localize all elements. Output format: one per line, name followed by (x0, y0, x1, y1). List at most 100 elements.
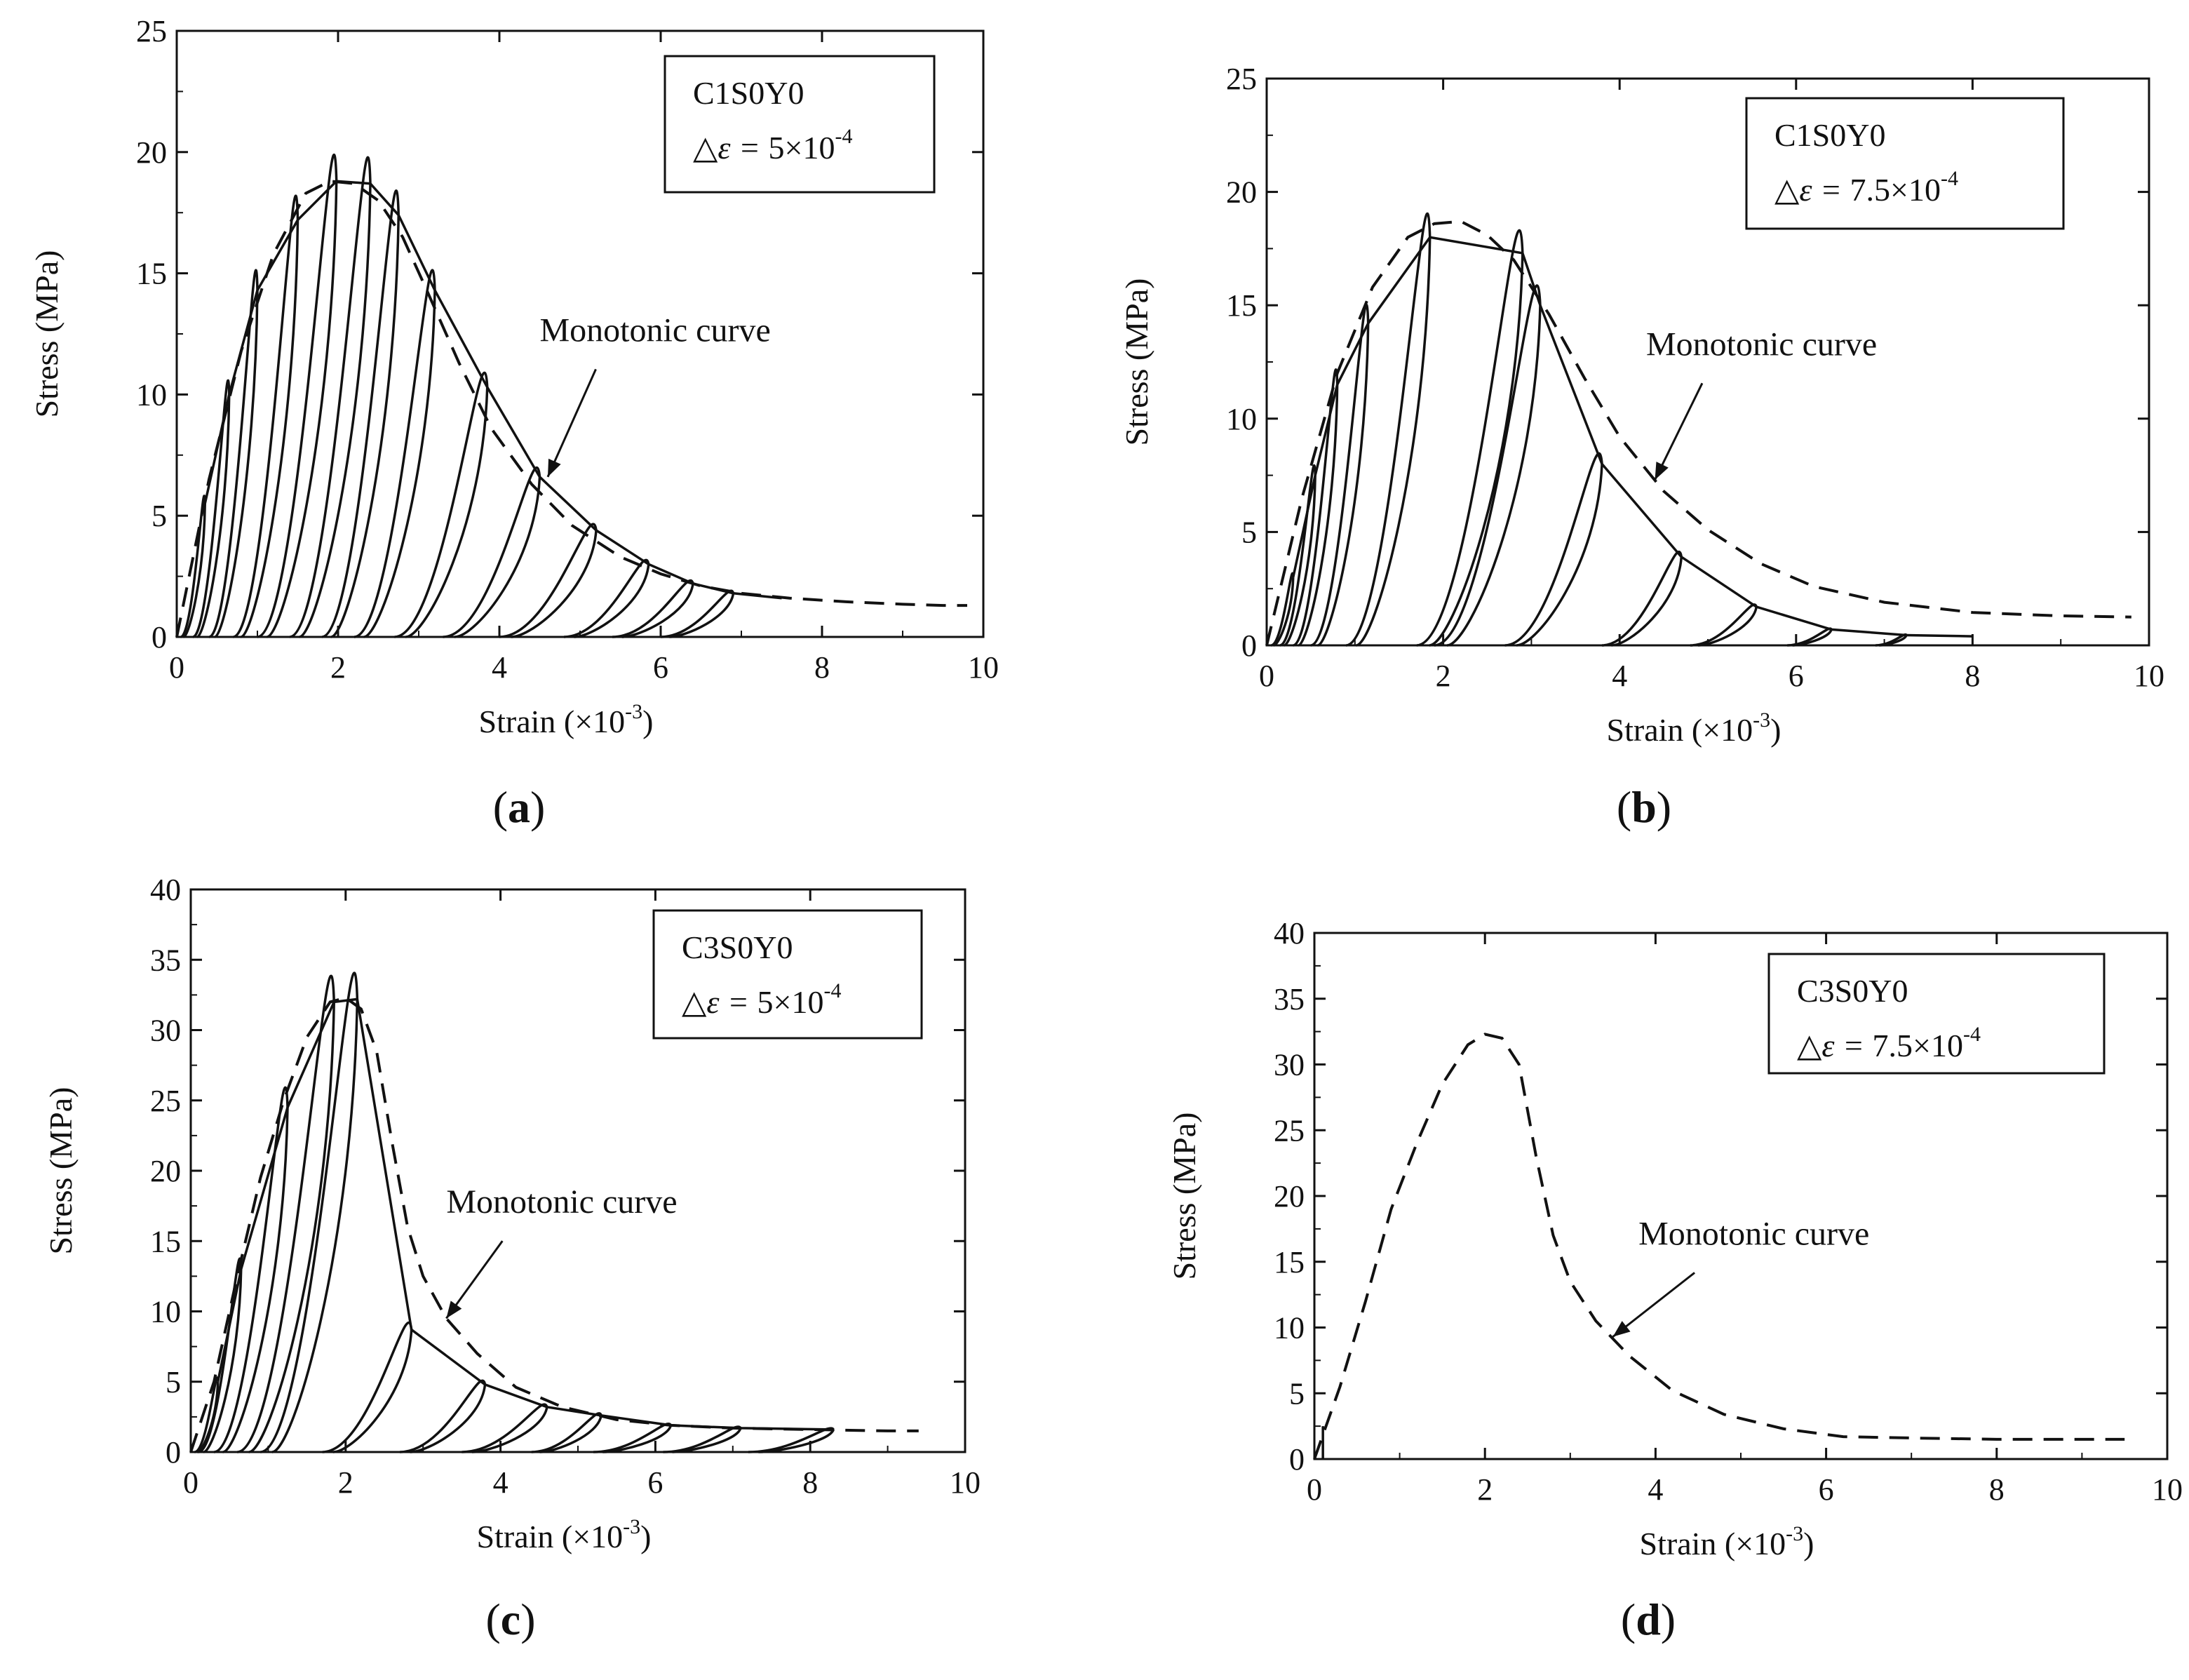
cycle-reload-branch (257, 153, 338, 638)
y-tick-label: 25 (136, 14, 167, 48)
cycle-reload-branch (1504, 452, 1603, 647)
panel-b: 0 2 4 6 8 10 0 5 10 15 20 25 Strain (×10-3) Stress (M… (1119, 62, 2164, 832)
y-tick-label: 35 (1274, 982, 1305, 1016)
monotonic-curve (1265, 220, 2131, 646)
x-tick-label: 2 (338, 1465, 353, 1500)
legend-strain-increment: △ε = 7.5×10-4 (1774, 167, 1958, 208)
y-tick-label: 0 (151, 620, 167, 654)
cycle-reload-branch (353, 269, 436, 638)
y-tick-label: 40 (150, 873, 181, 907)
x-tick-label: 0 (169, 650, 184, 685)
y-tick-label: 15 (1274, 1245, 1305, 1279)
cycle-reload-branch (1270, 572, 1295, 647)
cycle-reload-branch (612, 579, 694, 638)
y-tick-label: 30 (150, 1014, 181, 1048)
annotation-arrow-line (1654, 382, 1704, 481)
y-tick-label: 5 (166, 1365, 181, 1399)
cycle-unload-branch (1284, 475, 1316, 647)
legend-box (1767, 953, 2106, 1075)
x-tick-label: 0 (1307, 1472, 1322, 1507)
cycle-unload-branch (669, 593, 735, 638)
cycle-unload-branch (182, 503, 206, 638)
cycle-unload-branch (1698, 606, 1758, 647)
cycle-unload-branch (1879, 634, 1908, 647)
y-tick-label: 25 (1226, 62, 1257, 96)
cycle-unload-branch (405, 387, 489, 638)
annotation-monotonic-label: Monotonic curve (540, 311, 771, 349)
x-tick-label: 10 (2152, 1472, 2183, 1507)
cycle-unload-branch (672, 1427, 742, 1453)
cycle-unload-branch (758, 1429, 835, 1453)
cycle-reload-branch (232, 194, 299, 638)
cycle-reload-branch (1345, 212, 1432, 647)
x-tick-label: 10 (968, 650, 999, 685)
legend-strain-increment: △ε = 5×10-4 (682, 979, 842, 1020)
legend-box (1745, 97, 2065, 230)
cycle-reload-branch (260, 972, 359, 1453)
y-tick-label: 5 (1241, 515, 1257, 549)
y-axis-label: Stress (MPa) (1166, 1113, 1202, 1280)
cycle-unload-branch (1356, 237, 1432, 647)
monotonic-curve (189, 996, 919, 1453)
cycle-reload-branch (400, 1379, 487, 1453)
y-tick-label: 20 (1274, 1179, 1305, 1214)
annotation-arrow-line (1612, 1272, 1696, 1338)
cycle-reload-branch (208, 269, 259, 638)
cycle-reload-branch (1292, 368, 1339, 647)
cycle-reload-branch (180, 495, 206, 638)
monotonic-curve (175, 180, 967, 638)
curve-tail (733, 592, 782, 600)
x-tick-label: 8 (1989, 1472, 2005, 1507)
legend-strain-increment: △ε = 5×10-4 (693, 125, 853, 166)
cycle-reload-branch (322, 1321, 413, 1453)
y-tick-label: 10 (1226, 402, 1257, 436)
cyclic-envelope (216, 997, 834, 1431)
cycle-reload-branch (1434, 284, 1542, 647)
annotation-arrow-head (446, 1301, 462, 1319)
x-axis-label: Strain (×10-3) (1607, 708, 1781, 748)
annotation-monotonic-label: Monotonic curve (1638, 1215, 1869, 1252)
y-tick-label: 0 (166, 1435, 181, 1470)
y-tick-label: 15 (136, 257, 167, 291)
panel-a: 0 2 4 6 8 10 0 5 10 15 20 25 Strain (×10-3) Stress (M… (29, 14, 999, 832)
cycle-reload-branch (531, 1412, 602, 1453)
panel-caption: (c) (485, 1594, 535, 1644)
x-tick-label: 6 (653, 650, 668, 685)
x-tick-label: 10 (2134, 659, 2164, 693)
cycle-unload-branch (574, 564, 650, 638)
cycle-reload-branch (1690, 603, 1758, 647)
cycle-unload-branch (1516, 464, 1603, 647)
x-axis-label: Strain (×10-3) (1640, 1522, 1814, 1561)
x-tick-label: 8 (814, 650, 830, 685)
panel-caption: (b) (1617, 782, 1671, 832)
y-tick-label: 0 (1289, 1442, 1305, 1477)
cycle-reload-branch (1601, 550, 1683, 647)
cycle-reload-branch (198, 1257, 243, 1453)
y-tick-label: 10 (1274, 1311, 1305, 1345)
x-tick-label: 4 (1612, 659, 1627, 693)
cycle-reload-branch (443, 466, 541, 638)
x-tick-label: 4 (493, 1465, 508, 1500)
cycle-reload-branch (563, 558, 650, 638)
cycle-reload-branch (394, 371, 489, 638)
x-axis-label: Strain (×10-3) (479, 700, 654, 739)
x-tick-label: 0 (183, 1465, 198, 1500)
x-tick-label: 6 (1819, 1472, 1834, 1507)
cycle-reload-branch (1416, 229, 1524, 647)
y-tick-label: 25 (1274, 1113, 1305, 1148)
x-tick-label: 4 (492, 650, 507, 685)
cycle-unload-branch (248, 1002, 335, 1453)
y-tick-label: 15 (150, 1224, 181, 1258)
cycle-unload-branch (1792, 629, 1833, 647)
cycle-unload-branch (1429, 253, 1524, 647)
y-tick-label: 5 (151, 499, 167, 533)
legend-specimen: C1S0Y0 (1774, 117, 1885, 153)
y-tick-label: 20 (1226, 175, 1257, 210)
x-tick-label: 4 (1648, 1472, 1663, 1507)
annotation-arrow-head (1612, 1321, 1631, 1337)
curve-tail (1906, 633, 1973, 638)
cycle-unload-branch (1611, 556, 1683, 647)
cycle-unload-branch (410, 1384, 487, 1453)
cycle-reload-branch (192, 379, 231, 638)
